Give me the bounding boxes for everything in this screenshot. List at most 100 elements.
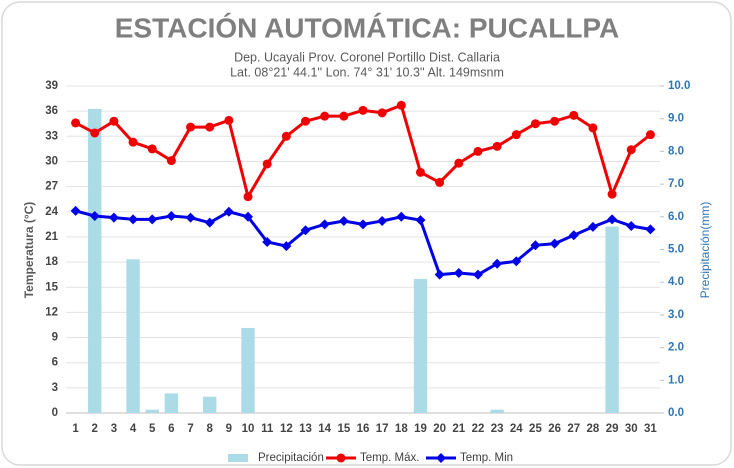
marker [626, 221, 637, 232]
marker [435, 177, 445, 187]
marker [549, 238, 560, 249]
marker [396, 211, 407, 222]
x-tick-label: 19 [414, 423, 427, 435]
marker [262, 236, 273, 247]
bar [241, 327, 255, 413]
marker [262, 159, 272, 169]
marker [166, 156, 176, 166]
x-tick-label: 11 [261, 423, 274, 435]
bar [88, 108, 102, 413]
marker [338, 215, 349, 226]
y2-tick-label: 4.0 [668, 276, 684, 288]
marker [281, 131, 291, 141]
x-tick-label: 6 [168, 423, 174, 435]
y-tick-label: 39 [45, 80, 58, 92]
x-tick-label: 26 [548, 423, 561, 435]
marker [166, 210, 177, 221]
marker [186, 122, 196, 132]
marker [147, 144, 157, 154]
x-tick-label: 16 [357, 423, 370, 435]
x-tick-label: 7 [187, 423, 193, 435]
marker [147, 214, 158, 225]
y-tick-label: 9 [52, 332, 58, 344]
x-tick-label: 10 [242, 423, 255, 435]
y2-tick-label: 8.0 [668, 145, 684, 157]
marker [492, 258, 503, 269]
marker [434, 269, 445, 280]
y2-tick-label: 7.0 [668, 178, 684, 190]
y2-tick-label: 10.0 [668, 80, 690, 92]
marker [300, 225, 311, 236]
legend-marker [336, 453, 346, 463]
marker [530, 240, 541, 251]
x-tick-label: 1 [72, 423, 79, 435]
x-tick-label: 3 [111, 423, 117, 435]
x-tick-label: 24 [510, 423, 523, 435]
legend-label: Precipitación [258, 452, 324, 464]
y2-tick-label: 0.0 [668, 407, 684, 419]
marker [568, 230, 579, 241]
y2-tick-label: 3.0 [668, 309, 684, 321]
marker [243, 211, 254, 222]
x-tick-label: 9 [226, 423, 232, 435]
marker [205, 122, 215, 132]
bar [164, 393, 179, 413]
x-tick-label: 21 [452, 423, 465, 435]
x-tick-label: 14 [318, 423, 331, 435]
y2-tick-label: 5.0 [668, 244, 684, 256]
chart-title: ESTACIÓN AUTOMÁTICA: PUCALLPA [115, 12, 620, 43]
marker [588, 123, 598, 133]
bar [605, 226, 619, 413]
y-tick-label: 6 [52, 357, 58, 369]
marker [454, 158, 464, 168]
marker [71, 118, 81, 128]
x-tick-label: 29 [606, 423, 619, 435]
bar [490, 409, 504, 413]
x-tick-label: 15 [337, 423, 350, 435]
subtitle: Dep. Ucayali Prov. Coronel Portillo Dist… [234, 50, 500, 64]
marker [128, 137, 138, 147]
y-tick-label: 15 [45, 281, 58, 293]
x-tick-label: 8 [207, 423, 214, 435]
marker [224, 115, 234, 125]
y-tick-label: 36 [45, 105, 58, 117]
legend-marker [436, 453, 446, 463]
y-tick-label: 0 [52, 407, 58, 419]
y-tick-label: 21 [45, 231, 58, 243]
x-tick-label: 22 [472, 423, 485, 435]
bar [413, 278, 428, 413]
legend-label: Temp. Máx. [360, 452, 419, 464]
y-tick-label: 27 [45, 181, 58, 193]
x-tick-label: 28 [587, 423, 600, 435]
marker [377, 108, 387, 118]
legend-swatch [228, 454, 248, 462]
marker [358, 105, 368, 115]
marker [550, 116, 560, 126]
x-tick-label: 17 [376, 423, 389, 435]
y-tick-label: 18 [45, 256, 58, 268]
marker [89, 210, 100, 221]
x-tick-label: 4 [130, 423, 137, 435]
marker [511, 130, 521, 140]
y2-tick-label: 1.0 [668, 374, 684, 386]
y-tick-label: 30 [45, 155, 58, 167]
marker [339, 111, 349, 121]
y-axis-label: Temperatura (°C) [22, 202, 36, 299]
marker [90, 128, 100, 138]
marker [511, 256, 522, 267]
x-tick-label: 20 [433, 423, 446, 435]
marker [492, 141, 502, 151]
marker [645, 130, 655, 140]
marker [204, 217, 215, 228]
marker [358, 219, 368, 230]
marker [569, 110, 579, 120]
marker [108, 212, 119, 223]
marker [472, 269, 483, 280]
bar [126, 259, 140, 413]
marker [185, 212, 196, 223]
y-tick-label: 24 [45, 206, 58, 218]
marker [243, 192, 253, 202]
marker [70, 205, 81, 216]
